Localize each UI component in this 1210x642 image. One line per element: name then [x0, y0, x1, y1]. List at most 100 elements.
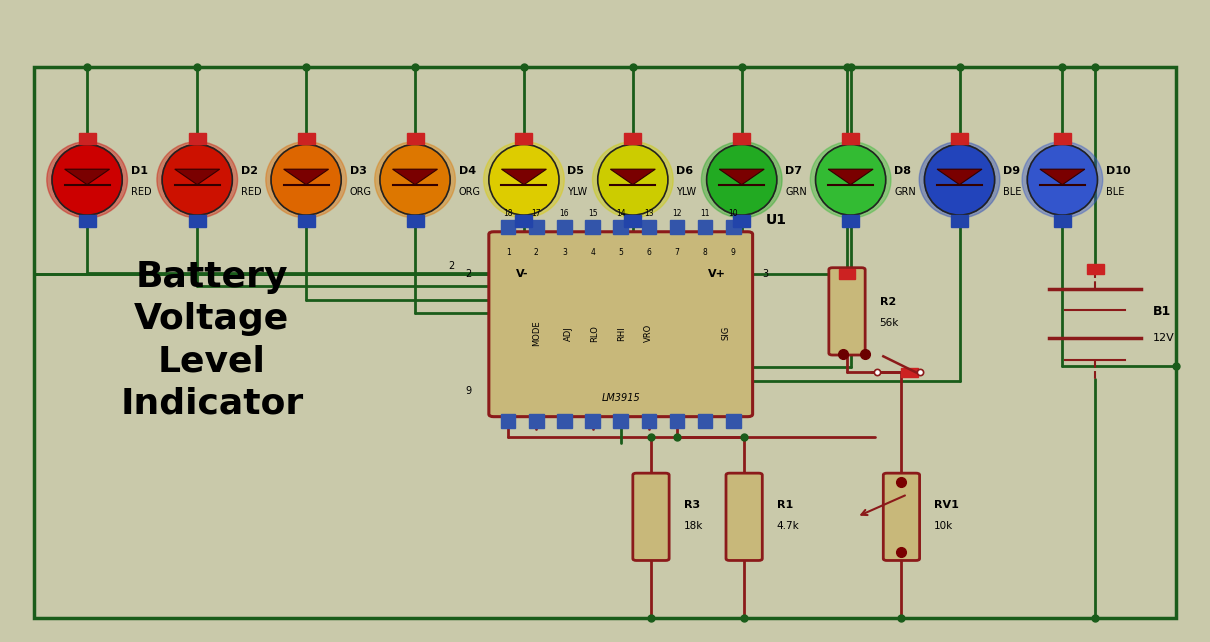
Ellipse shape	[811, 142, 891, 218]
Ellipse shape	[380, 144, 450, 215]
Ellipse shape	[598, 144, 668, 215]
Polygon shape	[937, 169, 983, 185]
Ellipse shape	[924, 144, 995, 215]
Text: U1: U1	[766, 213, 787, 227]
FancyBboxPatch shape	[883, 473, 920, 560]
Bar	[901, 368, 918, 377]
Bar	[501, 220, 515, 234]
Text: 2: 2	[534, 248, 538, 257]
Text: D3: D3	[350, 166, 367, 177]
Text: 5: 5	[618, 248, 623, 257]
Text: D6: D6	[676, 166, 693, 177]
Ellipse shape	[1022, 142, 1102, 218]
Text: BLE: BLE	[1003, 187, 1021, 198]
Ellipse shape	[375, 142, 455, 218]
Bar	[586, 220, 600, 234]
Text: D9: D9	[1003, 166, 1020, 177]
Text: RHI: RHI	[617, 326, 626, 340]
Bar	[733, 215, 750, 227]
Text: RV1: RV1	[934, 500, 960, 510]
Text: VRO: VRO	[644, 324, 652, 342]
Ellipse shape	[47, 142, 127, 218]
Ellipse shape	[1027, 144, 1097, 215]
Text: 10k: 10k	[934, 521, 953, 532]
Text: 11: 11	[701, 209, 710, 218]
Text: 13: 13	[644, 209, 653, 218]
Text: 17: 17	[531, 209, 541, 218]
Ellipse shape	[162, 144, 232, 215]
Bar	[842, 133, 859, 144]
Polygon shape	[610, 169, 656, 185]
Text: 8: 8	[703, 248, 708, 257]
Text: ORG: ORG	[459, 187, 480, 198]
Bar	[501, 414, 515, 428]
Text: D2: D2	[241, 166, 258, 177]
Bar	[189, 133, 206, 144]
Bar	[733, 133, 750, 144]
Bar	[529, 220, 543, 234]
Bar	[641, 220, 656, 234]
Bar	[951, 215, 968, 227]
Text: GRN: GRN	[785, 187, 807, 198]
Text: 1: 1	[506, 248, 511, 257]
Bar	[951, 133, 968, 144]
Text: Battery
Voltage
Level
Indicator: Battery Voltage Level Indicator	[120, 260, 304, 421]
Bar	[407, 133, 423, 144]
Bar	[298, 215, 315, 227]
Text: 7: 7	[674, 248, 680, 257]
Polygon shape	[174, 169, 220, 185]
Bar	[1054, 133, 1071, 144]
Text: D10: D10	[1106, 166, 1130, 177]
Text: 12: 12	[673, 209, 681, 218]
Text: SIG: SIG	[721, 326, 730, 340]
Polygon shape	[501, 169, 547, 185]
Text: RLO: RLO	[590, 325, 599, 342]
Text: D1: D1	[131, 166, 148, 177]
Text: D4: D4	[459, 166, 476, 177]
Text: LM3915: LM3915	[601, 392, 640, 403]
Ellipse shape	[920, 142, 999, 218]
Bar	[515, 133, 532, 144]
Polygon shape	[283, 169, 329, 185]
Text: 14: 14	[616, 209, 626, 218]
Text: 56k: 56k	[880, 318, 899, 328]
Text: 3: 3	[561, 248, 567, 257]
Polygon shape	[719, 169, 765, 185]
Text: 9: 9	[466, 386, 472, 395]
Text: RED: RED	[131, 187, 151, 198]
Text: R3: R3	[684, 500, 699, 510]
Bar	[613, 220, 628, 234]
Text: 10: 10	[728, 209, 738, 218]
Ellipse shape	[816, 144, 886, 215]
Text: ORG: ORG	[350, 187, 371, 198]
FancyBboxPatch shape	[726, 473, 762, 560]
Text: 16: 16	[560, 209, 569, 218]
Bar	[586, 414, 600, 428]
Bar	[298, 133, 315, 144]
Text: 2: 2	[466, 269, 472, 279]
Text: 4: 4	[590, 248, 595, 257]
Text: 4.7k: 4.7k	[777, 521, 800, 532]
Text: D8: D8	[894, 166, 911, 177]
Bar	[670, 414, 685, 428]
Bar	[624, 215, 641, 227]
Text: B1: B1	[1153, 305, 1171, 318]
Text: R1: R1	[777, 500, 793, 510]
Bar	[79, 215, 96, 227]
Text: 15: 15	[588, 209, 598, 218]
Text: R2: R2	[880, 297, 895, 307]
Text: YLW: YLW	[676, 187, 697, 198]
Bar	[557, 414, 571, 428]
Bar	[839, 269, 855, 279]
Text: V+: V+	[708, 269, 726, 279]
Text: 2: 2	[448, 261, 455, 271]
Text: V-: V-	[515, 269, 528, 279]
Bar	[613, 414, 628, 428]
Bar	[515, 215, 532, 227]
Text: 6: 6	[646, 248, 651, 257]
Bar	[698, 414, 713, 428]
Bar	[842, 215, 859, 227]
Text: 12V: 12V	[1153, 333, 1175, 343]
FancyBboxPatch shape	[829, 268, 865, 355]
Ellipse shape	[157, 142, 237, 218]
